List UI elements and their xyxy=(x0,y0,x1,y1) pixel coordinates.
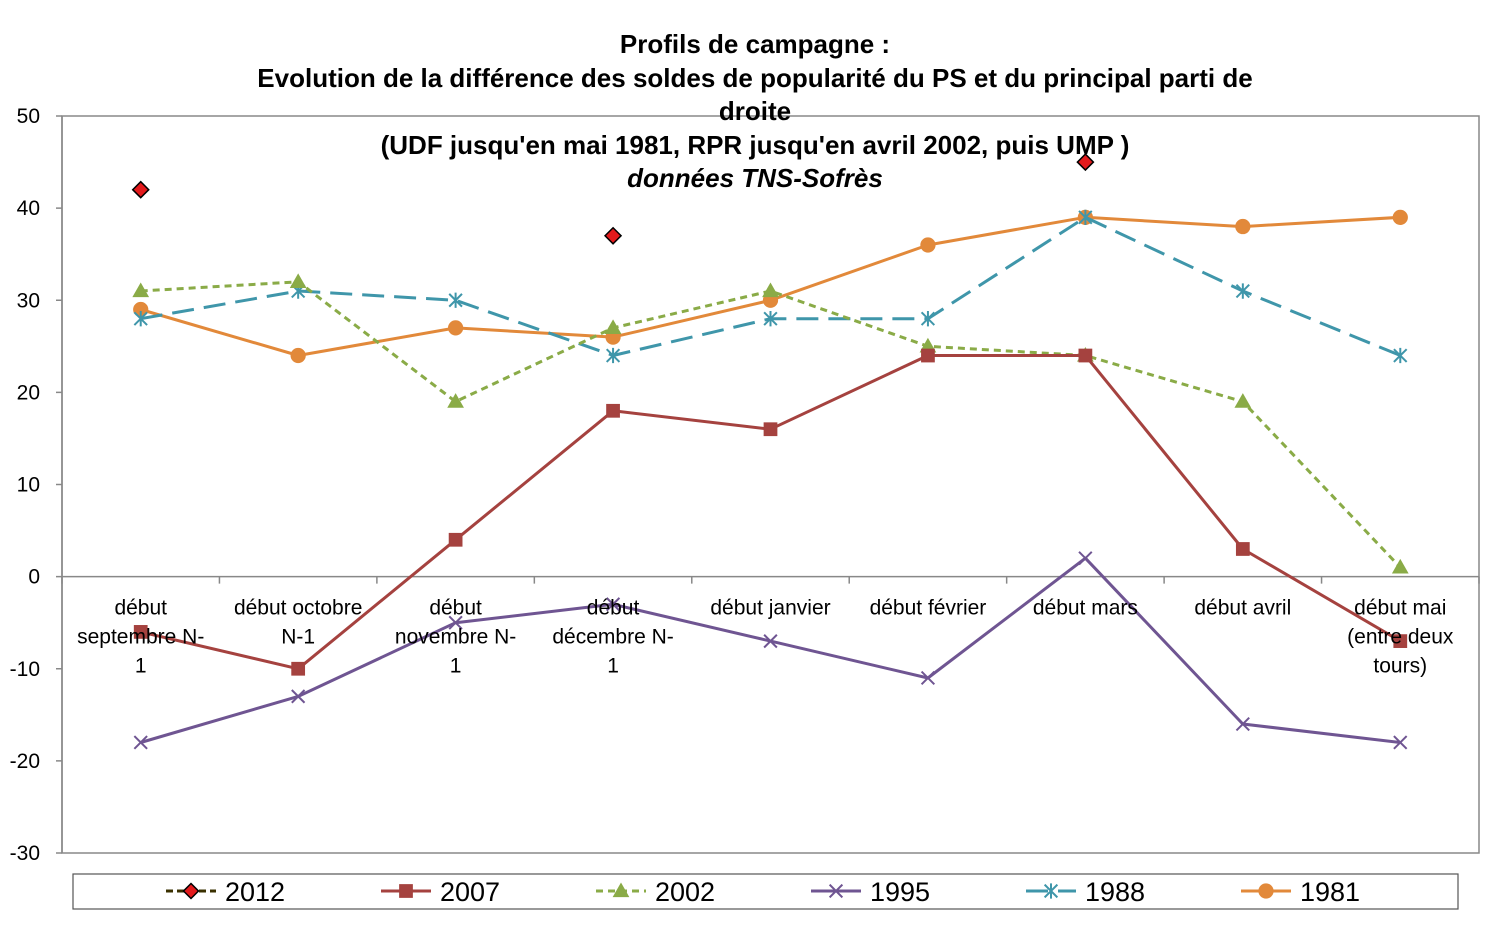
legend-label: 1995 xyxy=(870,877,930,907)
legend-label: 1988 xyxy=(1085,877,1145,907)
data-point xyxy=(182,882,200,900)
legend-label: 2007 xyxy=(440,877,500,907)
data-point xyxy=(828,883,844,899)
series-1981 xyxy=(133,209,1408,364)
x-category-label: début octobre N-1 xyxy=(234,597,362,649)
data-point xyxy=(133,625,148,639)
series-1988 xyxy=(133,209,1408,364)
legend-item-2002: 2002 xyxy=(596,877,715,907)
legend-label: 1981 xyxy=(1300,877,1360,907)
legend-label: 2012 xyxy=(225,877,285,907)
data-point xyxy=(920,670,936,686)
data-point xyxy=(131,180,150,199)
y-tick-label: 20 xyxy=(17,381,40,404)
legend-item-2012: 2012 xyxy=(166,877,285,907)
data-point xyxy=(399,884,413,898)
data-point xyxy=(291,689,306,704)
legend-item-1995: 1995 xyxy=(811,877,930,907)
legend-item-2007: 2007 xyxy=(381,877,500,907)
axes: 50 40 30 20 10 0 -10 -20 -30 xyxy=(10,105,1480,865)
data-point xyxy=(1258,883,1274,899)
data-point xyxy=(612,882,630,898)
data-point xyxy=(290,347,306,364)
legend-item-1988: 1988 xyxy=(1026,877,1145,907)
y-tick-label: 10 xyxy=(17,474,40,497)
data-point xyxy=(1392,209,1408,225)
data-point xyxy=(1235,716,1250,732)
data-point xyxy=(762,282,779,298)
y-tick-label: 30 xyxy=(17,289,40,312)
data-point xyxy=(1393,347,1408,364)
data-point xyxy=(763,634,778,649)
title-line-5: données TNS-Sofrès xyxy=(627,163,883,193)
data-point xyxy=(605,347,621,364)
y-tick-label: 50 xyxy=(17,105,40,128)
chart-title: Profils de campagne : Evolution de la di… xyxy=(257,29,1252,193)
x-category-label: début janvier xyxy=(710,597,830,620)
x-category-label: début novembre N-1 xyxy=(395,597,516,678)
data-point xyxy=(447,393,464,408)
series-2007 xyxy=(133,348,1408,676)
data-point xyxy=(606,403,620,418)
title-line-2: Evolution de la différence des soldes de… xyxy=(257,63,1252,93)
data-point xyxy=(133,735,148,750)
series-2012 xyxy=(131,153,1095,245)
series-layer xyxy=(131,153,1409,750)
title-line-4: (UDF jusqu'en mai 1981, RPR jusqu'en avr… xyxy=(381,130,1130,160)
data-point xyxy=(1391,558,1409,574)
x-category-label: début mai (entre deux tours) xyxy=(1347,597,1454,678)
x-category-label: début mars xyxy=(1033,597,1138,620)
category-labels: début septembre N-1 début octobre N-1 début n… xyxy=(77,597,1454,678)
data-point xyxy=(1234,393,1252,408)
data-point xyxy=(1078,209,1093,225)
x-category-label: début février xyxy=(870,597,987,620)
legend-label: 2002 xyxy=(655,877,715,907)
data-point xyxy=(603,226,623,245)
data-point xyxy=(920,311,936,327)
y-tick-label: 40 xyxy=(17,197,40,220)
y-tick-label: 0 xyxy=(28,566,40,589)
y-tick-label: -20 xyxy=(10,750,40,773)
y-tick-label: -10 xyxy=(10,658,40,681)
data-point xyxy=(920,237,936,253)
data-point xyxy=(1235,283,1250,299)
data-point xyxy=(763,422,778,437)
legend-frame xyxy=(72,873,1459,910)
data-point xyxy=(448,615,463,630)
data-point xyxy=(1393,735,1408,750)
data-point xyxy=(132,282,150,298)
y-tick-label: -30 xyxy=(10,842,40,865)
legend-item-1981: 1981 xyxy=(1241,877,1360,907)
data-point xyxy=(1076,153,1095,172)
data-point xyxy=(447,320,464,336)
data-point xyxy=(448,532,463,547)
x-category-label: début avril xyxy=(1194,597,1291,620)
title-line-3: droite xyxy=(719,96,791,126)
data-point xyxy=(1078,348,1093,363)
data-point xyxy=(291,661,306,676)
data-point xyxy=(763,311,778,327)
title-line-1: Profils de campagne : xyxy=(620,29,890,59)
plot-frame xyxy=(61,115,1480,854)
data-point xyxy=(921,348,935,363)
data-point xyxy=(1078,551,1093,566)
data-point xyxy=(1235,218,1251,235)
legend: 2012 2007 2002 1995 1988 1981 xyxy=(72,873,1459,910)
data-point xyxy=(604,319,622,335)
data-point xyxy=(448,292,463,308)
data-point xyxy=(1393,634,1408,648)
data-point xyxy=(1043,883,1059,899)
data-point xyxy=(1235,542,1250,556)
data-point xyxy=(289,273,307,288)
x-category-label: début septembre N-1 xyxy=(77,597,204,678)
legend-entries: 2012 2007 2002 1995 1988 1981 xyxy=(166,877,1360,907)
data-point xyxy=(133,311,148,327)
series-1995 xyxy=(133,551,1408,750)
x-category-label: début décembre N-1 xyxy=(552,597,673,678)
data-point xyxy=(605,597,621,612)
plot-area xyxy=(61,115,1480,854)
